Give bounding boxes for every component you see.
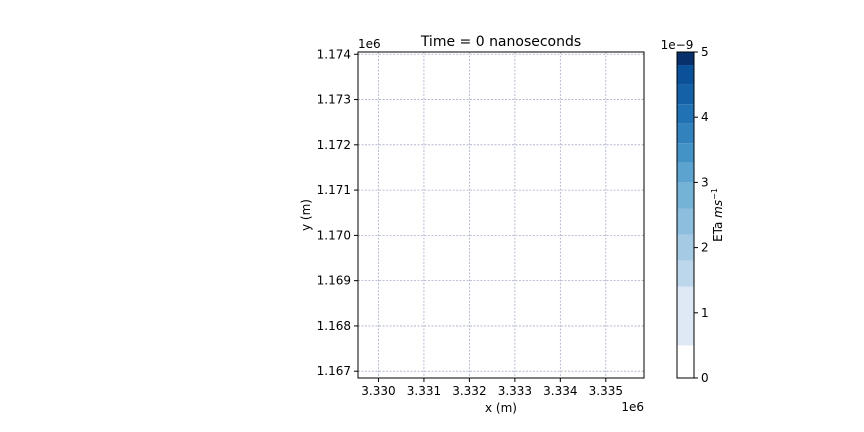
colorbar-band <box>677 260 694 287</box>
colorbar-tick-label: 1 <box>701 306 709 320</box>
y-axis: 1.167 1.168 1.169 1.170 1.171 1.172 1.173 1.174 <box>317 47 358 378</box>
colorbar-offset-label: 1e−9 <box>661 38 694 52</box>
colorbar-label-exponent: −1 <box>710 188 719 200</box>
y-tick-label: 1.173 <box>317 93 351 107</box>
y-tick-label: 1.171 <box>317 183 351 197</box>
y-tick-label: 1.170 <box>317 228 351 242</box>
colorbar-label: ETa ms−1 <box>710 188 725 242</box>
x-tick-label: 3.335 <box>589 384 623 398</box>
colorbar-tick-label: 3 <box>701 175 709 189</box>
colorbar-tick-label: 4 <box>701 110 709 124</box>
colorbar-band <box>677 84 694 105</box>
colorbar-frame <box>676 51 695 379</box>
y-tick-label: 1.174 <box>317 47 351 61</box>
x-tick-label: 3.331 <box>407 384 441 398</box>
colorbar-axis: 0 1 2 3 4 5 <box>694 45 709 385</box>
colorbar-band <box>677 234 694 261</box>
colorbar-band <box>677 123 694 144</box>
colorbar-band <box>677 286 694 346</box>
colorbar-bands <box>677 52 694 378</box>
plot-frame <box>357 51 645 379</box>
plot-area <box>358 52 644 378</box>
x-axis-label: x (m) <box>485 401 517 415</box>
colorbar-band <box>677 345 694 378</box>
x-axis: 3.330 3.331 3.332 3.333 3.334 3.335 <box>361 378 623 398</box>
colorbar-tick-label: 2 <box>701 241 709 255</box>
x-tick-label: 3.332 <box>452 384 486 398</box>
y-tick-label: 1.172 <box>317 138 351 152</box>
y-tick-label: 1.168 <box>317 319 351 333</box>
x-tick-label: 3.333 <box>498 384 532 398</box>
colorbar-band <box>677 208 694 235</box>
y-tick-label: 1.169 <box>317 274 351 288</box>
colorbar-band <box>677 52 694 66</box>
colorbar-tick-label: 0 <box>701 371 709 385</box>
colorbar-band <box>677 162 694 183</box>
y-tick-label: 1.167 <box>317 364 351 378</box>
colorbar-label-unit: ms <box>711 200 725 218</box>
x-tick-label: 3.334 <box>543 384 577 398</box>
y-axis-offset-label: 1e6 <box>358 37 381 51</box>
colorbar-band <box>677 182 694 209</box>
grid-lines <box>358 52 644 378</box>
colorbar-tick-label: 5 <box>701 45 709 59</box>
chart-title: Time = 0 nanoseconds <box>420 34 581 50</box>
y-axis-label: y (m) <box>299 199 313 231</box>
colorbar-band <box>677 143 694 163</box>
x-axis-offset-label: 1e6 <box>621 400 644 414</box>
x-tick-label: 3.330 <box>361 384 395 398</box>
colorbar-band <box>677 65 694 85</box>
colorbar-label-text: ETa <box>711 218 725 242</box>
colorbar-band <box>677 104 694 124</box>
